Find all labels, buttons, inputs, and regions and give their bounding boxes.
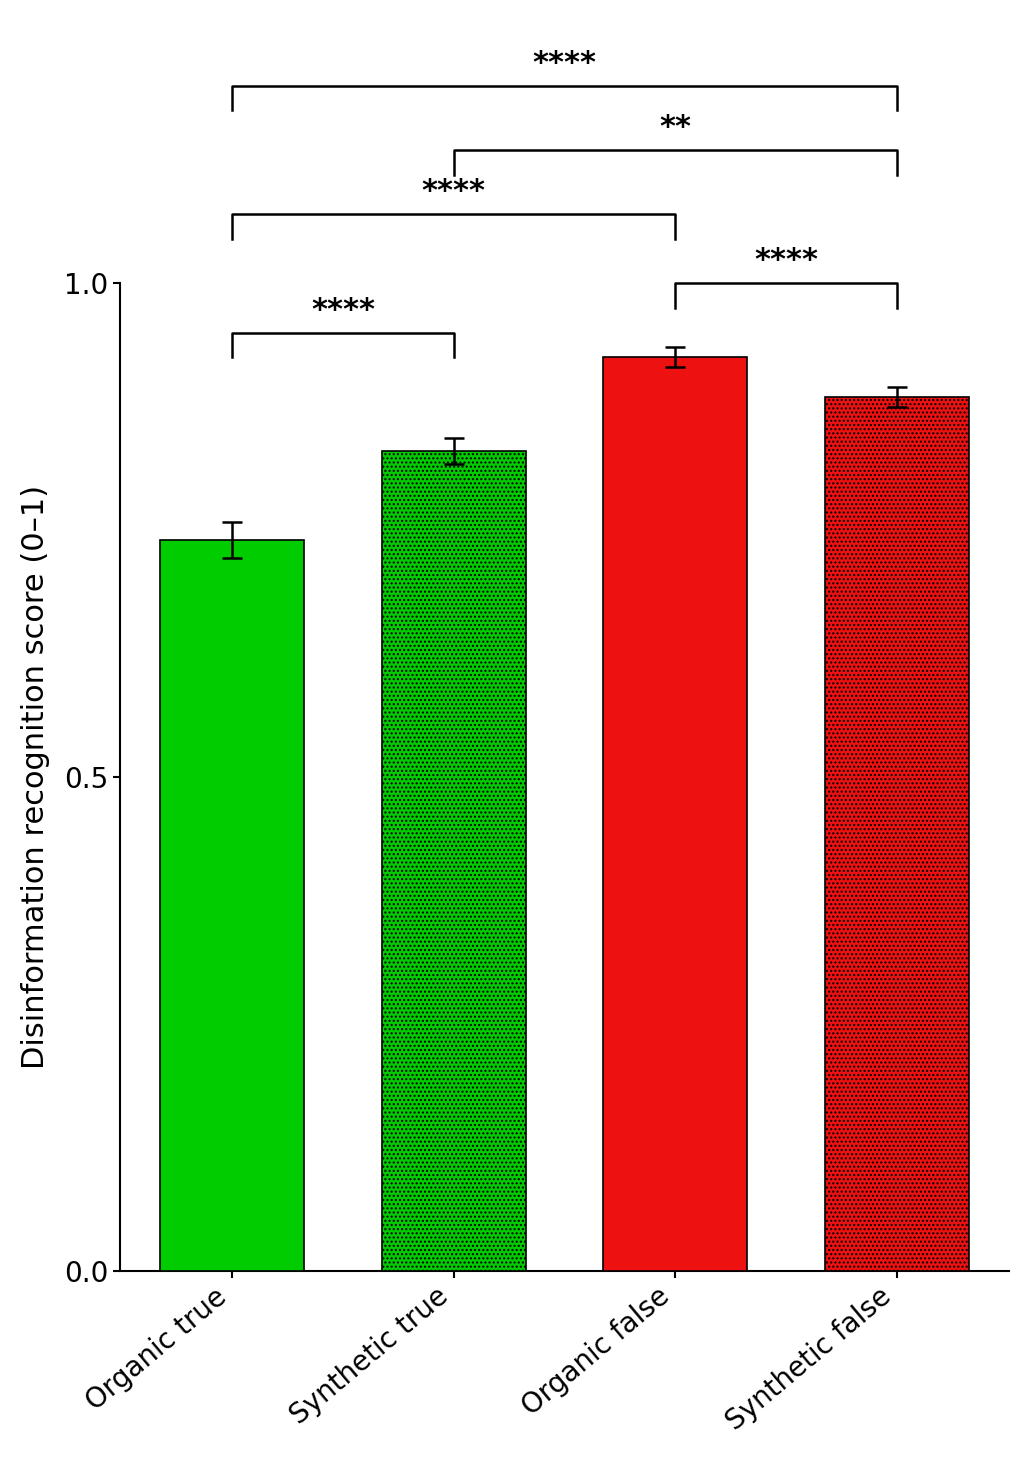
Bar	[161, 541, 304, 1271]
Bar	[604, 357, 747, 1271]
Text: ****: ****	[311, 296, 375, 325]
Bar	[382, 452, 525, 1271]
Text: ****: ****	[754, 246, 818, 275]
Text: ****: ****	[422, 178, 486, 207]
Text: **: **	[659, 114, 691, 141]
Text: ****: ****	[533, 48, 596, 77]
Bar	[825, 396, 969, 1271]
Y-axis label: Disinformation recognition score (0–1): Disinformation recognition score (0–1)	[21, 485, 49, 1069]
